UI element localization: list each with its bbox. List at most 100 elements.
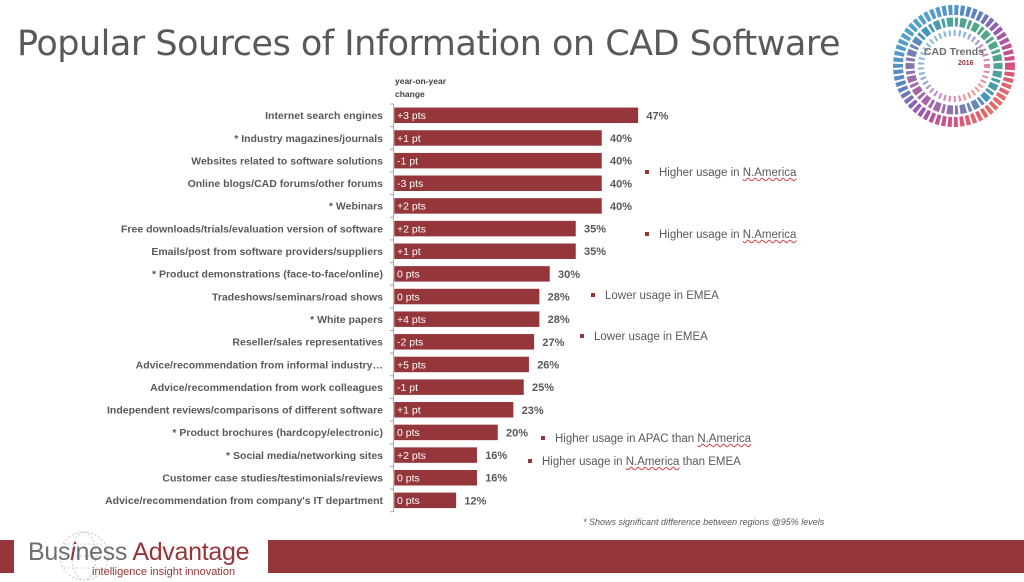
annotation-note: Higher usage in N.America <box>645 167 796 179</box>
category-label: Online blogs/CAD forums/other forums <box>188 178 384 190</box>
bar <box>393 197 603 215</box>
bar <box>393 424 499 441</box>
category-label: Advice/recommendation from informal indu… <box>136 359 383 371</box>
category-label: * Social media/networking sites <box>226 450 383 462</box>
category-label: * Webinars <box>329 201 383 213</box>
annotation-text-underlined: N.America <box>625 456 680 468</box>
annotation-note: Higher usage in N.America <box>645 229 796 241</box>
annotation-note: Higher usage in APAC than N.America <box>541 433 751 445</box>
bar <box>393 401 514 419</box>
badge-year: 2016 <box>958 60 974 67</box>
bar <box>393 446 478 464</box>
data-label: 40% <box>610 156 632 168</box>
annotation-text: Higher usage in <box>659 229 743 241</box>
bar <box>393 356 530 373</box>
annotation-note: Higher usage in N.America than EMEA <box>528 456 741 468</box>
annotation-text: than EMEA <box>679 456 741 468</box>
yoy-change-label: +2 pts <box>397 201 426 213</box>
annotation-note: Lower usage in EMEA <box>580 331 708 343</box>
cad-trends-badge: CAD Trends 2016 <box>888 2 1020 130</box>
yoy-change-label: -1 pt <box>397 155 418 167</box>
bar <box>393 152 603 169</box>
yoy-change-label: 0 pts <box>397 495 420 507</box>
annotation-text-underlined: N.America <box>697 433 752 445</box>
category-label: * Product brochures (hardcopy/electronic… <box>172 427 383 439</box>
yoy-header-line2: change <box>395 89 425 99</box>
bullet-icon <box>645 231 649 236</box>
bullet-icon <box>580 333 584 338</box>
bullet-icon <box>528 458 532 463</box>
category-label: Tradeshows/seminars/road shows <box>212 291 383 303</box>
data-label: 25% <box>532 382 554 394</box>
logo-text: Bus <box>28 538 71 566</box>
bullet-icon <box>591 292 595 297</box>
yoy-change-label: +1 pt <box>397 246 421 258</box>
yoy-change-header: year-on-year change <box>395 75 475 101</box>
category-label: Customer case studies/testimonials/revie… <box>162 473 383 485</box>
data-label: 40% <box>610 133 632 145</box>
yoy-change-label: +2 pts <box>397 223 426 235</box>
yoy-change-label: +5 pts <box>397 359 426 371</box>
data-label: 27% <box>542 337 564 349</box>
data-label: 40% <box>610 201 632 213</box>
data-label: 23% <box>522 405 544 417</box>
data-label: 26% <box>537 359 559 371</box>
bar <box>393 469 478 486</box>
bar <box>393 288 540 305</box>
bar <box>393 378 525 396</box>
logo-text: Advantage <box>132 538 250 566</box>
annotation-text-underlined: N.America <box>742 229 797 241</box>
badge-ring-icon <box>893 5 1015 127</box>
annotation-text-underlined: N.America <box>742 167 797 179</box>
bar <box>393 242 577 260</box>
yoy-change-label: -1 pt <box>397 382 418 394</box>
annotation-text: Higher usage in APAC than <box>555 433 698 445</box>
yoy-change-label: +2 pts <box>397 450 426 462</box>
yoy-change-label: -3 pts <box>397 178 423 190</box>
category-label: Independent reviews/comparisons of diffe… <box>107 405 383 417</box>
bar <box>393 265 551 283</box>
logo-text: ness <box>75 538 133 566</box>
data-label: 30% <box>558 269 580 281</box>
data-label: 16% <box>485 473 507 485</box>
bullet-icon <box>541 435 545 440</box>
data-label: 35% <box>584 224 606 236</box>
yoy-change-label: +1 pt <box>397 133 421 145</box>
category-label: * White papers <box>310 314 383 326</box>
annotation-note: Lower usage in EMEA <box>591 290 719 302</box>
logo-wordmark: Business Advantage <box>28 538 249 567</box>
footer-band-left <box>0 540 14 573</box>
category-label: Websites related to software solutions <box>191 155 383 167</box>
data-label: 28% <box>548 292 570 304</box>
category-label: * Industry magazines/journals <box>234 133 383 145</box>
category-label: * Product demonstrations (face-to-face/o… <box>152 269 383 281</box>
category-label: Emails/post from software providers/supp… <box>151 246 383 258</box>
category-label: Reseller/sales representatives <box>232 337 383 349</box>
globe-icon <box>59 531 109 581</box>
bar <box>393 310 540 328</box>
bar <box>393 107 639 124</box>
yoy-change-label: +3 pts <box>397 110 426 122</box>
category-label: Advice/recommendation from work colleagu… <box>150 382 383 394</box>
bar <box>393 129 603 147</box>
annotation-text: Lower usage in EMEA <box>605 290 719 302</box>
business-advantage-logo: Business Advantage intelligence insight … <box>24 530 264 582</box>
category-label: Internet search engines <box>265 110 383 122</box>
yoy-change-label: +4 pts <box>397 314 426 326</box>
yoy-change-label: 0 pts <box>397 291 420 303</box>
yoy-header-line1: year-on-year <box>395 76 447 86</box>
bar <box>393 175 603 192</box>
yoy-change-label: 0 pts <box>397 473 420 485</box>
data-label: 40% <box>610 178 632 190</box>
footnote: * Shows significant difference between r… <box>583 517 825 527</box>
yoy-change-label: 0 pts <box>397 427 420 439</box>
annotation-text: Lower usage in EMEA <box>594 331 708 343</box>
badge-title: CAD Trends <box>923 46 985 58</box>
data-label: 28% <box>548 314 570 326</box>
logo-text: i <box>70 538 76 566</box>
category-label: Advice/recommendation from company's IT … <box>105 495 383 507</box>
page-title: Popular Sources of Information on CAD So… <box>17 24 840 64</box>
bullet-icon <box>645 169 649 174</box>
data-label: 35% <box>584 246 606 258</box>
